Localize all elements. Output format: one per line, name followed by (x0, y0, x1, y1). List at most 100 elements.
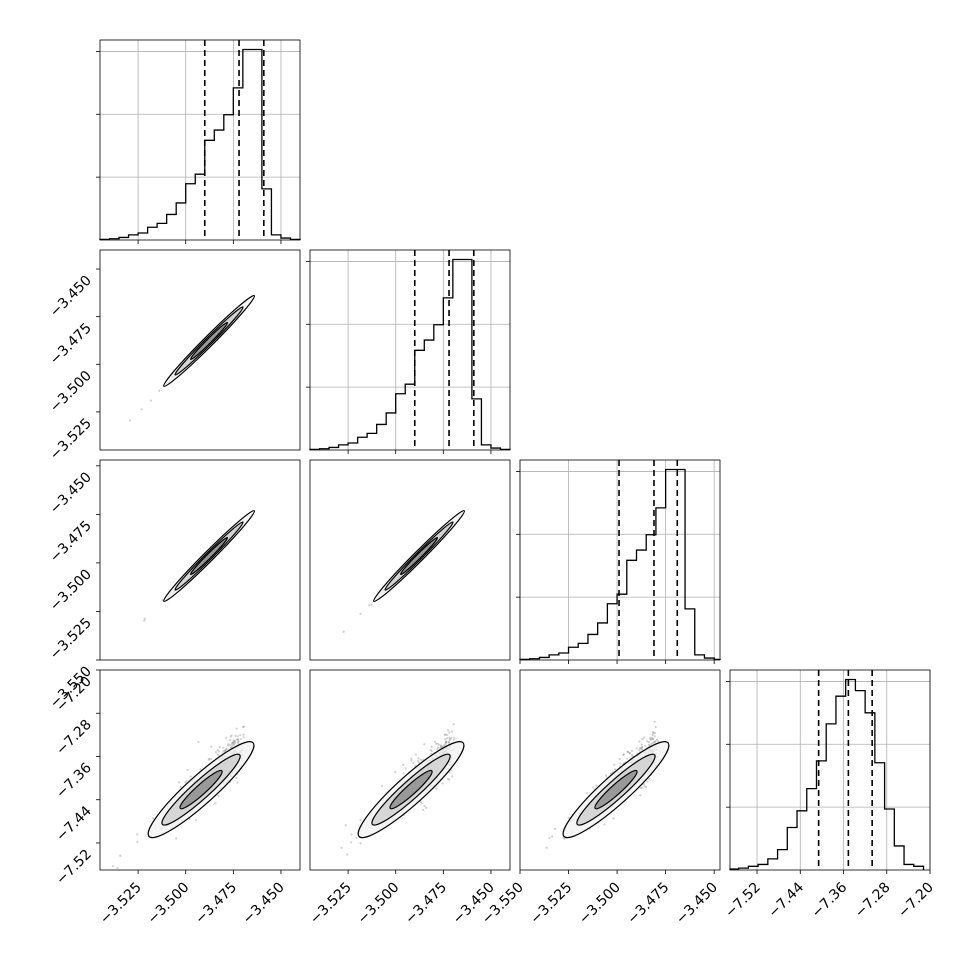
scatter-point (355, 836, 358, 839)
scatter-point (214, 801, 217, 805)
histogram-panel-1 (306, 249, 511, 454)
scatter-point (185, 779, 188, 783)
y-tick-label: −7.36 (53, 760, 95, 802)
scatter-point (394, 771, 397, 774)
scatter-point (626, 757, 629, 760)
scatter-point (445, 740, 448, 743)
scatter-point (242, 736, 245, 739)
scatter-point (420, 802, 423, 805)
histogram-bin (666, 470, 676, 660)
scatter-point (653, 720, 656, 723)
scatter-point (639, 786, 642, 789)
scatter-panel-3-1: −3.525 −3.500 −3.475 −3.450 (296, 669, 511, 927)
histogram-bin (252, 50, 262, 240)
scatter-point (440, 744, 443, 747)
scatter-content (143, 510, 256, 622)
histogram-bin (339, 445, 349, 450)
scatter-point (143, 617, 146, 620)
scatter-point (116, 867, 119, 870)
scatter-point (639, 747, 642, 750)
scatter-panel-2-1 (309, 459, 511, 661)
scatter-point (210, 745, 213, 748)
scatter-point (111, 864, 115, 868)
scatter-point (199, 768, 202, 771)
scatter-point (161, 599, 164, 602)
scatter-point (639, 794, 642, 797)
x-tick-label: −3.475 (625, 880, 673, 928)
scatter-point (177, 781, 181, 784)
histogram-bin (695, 655, 705, 660)
scatter-frame (99, 459, 301, 661)
scatter-point (647, 743, 651, 746)
scatter-panel-3-2: −3.550 −3.525 −3.500 −3.475 −3.450 (479, 669, 721, 928)
scatter-point (444, 742, 448, 745)
scatter-frame (309, 669, 511, 871)
histogram-bin (462, 260, 472, 450)
scatter-point (359, 612, 362, 615)
histogram-bin (167, 214, 177, 240)
histogram-frame (729, 669, 931, 871)
scatter-point (242, 733, 245, 736)
histogram-bin (836, 696, 846, 870)
scatter-point (448, 731, 451, 734)
scatter-point (511, 878, 513, 880)
scatter-point (222, 749, 225, 753)
scatter-point (638, 749, 641, 752)
scatter-point (650, 738, 653, 741)
scatter-point (230, 745, 233, 748)
scatter-point (628, 751, 631, 755)
histogram-bin (758, 864, 768, 870)
scatter-point (652, 731, 655, 735)
scatter-point (149, 399, 153, 402)
scatter-point (435, 742, 438, 745)
x-tick-label: −3.500 (145, 880, 193, 928)
y-tick-label: −3.525 (47, 615, 95, 663)
scatter-point (448, 736, 451, 739)
scatter-point (175, 837, 178, 840)
scatter-point (350, 841, 353, 844)
scatter-point (445, 741, 448, 744)
scatter-point (423, 804, 426, 807)
scatter-point (451, 775, 454, 778)
histogram-bin (157, 223, 167, 240)
scatter-point (242, 725, 246, 728)
scatter-point (188, 817, 191, 821)
y-tick-label: −3.500 (47, 368, 95, 416)
scatter-point (218, 746, 221, 749)
histogram-bin (598, 623, 608, 660)
histogram-bin (195, 174, 205, 240)
scatter-panel-2-0: −3.450−3.475−3.500−3.525−3.550 (47, 459, 301, 711)
scatter-point (445, 737, 449, 740)
contour-level (189, 536, 229, 576)
scatter-point (622, 753, 625, 756)
scatter-point (229, 738, 232, 742)
x-tick-label: −7.20 (895, 880, 937, 922)
histogram-bin (367, 433, 377, 450)
scatter-point (151, 817, 155, 820)
histogram-bin (637, 550, 647, 660)
scatter-point (618, 758, 621, 761)
scatter-point (647, 740, 650, 744)
histogram-bin (607, 604, 617, 660)
histogram-bin (214, 130, 224, 240)
histogram-bin (386, 413, 396, 450)
scatter-point (643, 784, 646, 788)
histogram-bin (453, 260, 463, 450)
scatter-point (179, 785, 182, 788)
scatter-point (423, 743, 426, 746)
histogram-frame (519, 459, 721, 661)
scatter-point (640, 743, 643, 746)
scatter-point (96, 859, 98, 861)
scatter-point (296, 895, 298, 897)
histogram-bin (807, 789, 817, 870)
scatter-point (229, 735, 232, 738)
scatter-point (217, 794, 220, 798)
histogram-bin (685, 609, 695, 660)
scatter-point (622, 753, 625, 757)
y-tick-label: −3.475 (47, 518, 95, 566)
scatter-point (641, 745, 644, 749)
scatter-point (158, 389, 161, 392)
scatter-point (655, 738, 658, 741)
scatter-point (430, 750, 433, 753)
scatter-point (450, 736, 453, 739)
